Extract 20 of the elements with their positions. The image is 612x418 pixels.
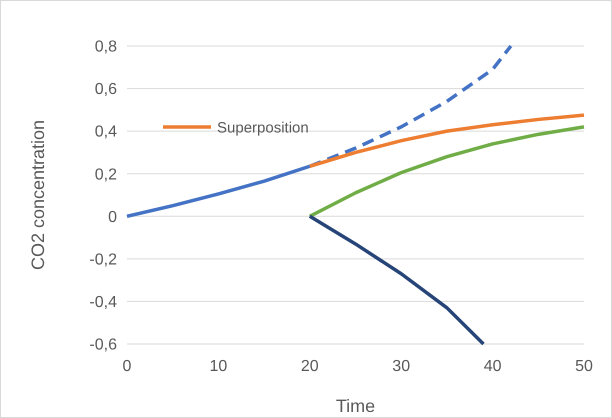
line-series <box>308 125 586 218</box>
legend-label: Superposition <box>217 119 309 136</box>
y-tick-label: 0,4 <box>94 124 118 141</box>
y-tick-label: 0,2 <box>94 166 118 184</box>
x-tick-label: 40 <box>484 358 502 375</box>
y-tick-label: 0,6 <box>94 81 118 98</box>
x-tick-label: 20 <box>300 358 319 375</box>
y-tick-label: -0,2 <box>89 251 118 268</box>
y-tick-label: 0,8 <box>94 38 118 56</box>
y-tick-label: 0 <box>108 208 118 226</box>
x-tick-label: 10 <box>210 358 228 375</box>
x-tick-label: 0 <box>122 358 132 375</box>
x-tick-label: 30 <box>392 358 410 375</box>
y-tick-label: -0,4 <box>89 294 118 312</box>
x-axis-title: Time <box>336 396 376 416</box>
y-tick-label: -0,6 <box>89 336 118 354</box>
line-series <box>308 214 486 346</box>
x-tick-label: 50 <box>575 358 593 375</box>
y-axis-title: CO2 concentration <box>28 120 48 270</box>
line-series <box>308 113 586 168</box>
